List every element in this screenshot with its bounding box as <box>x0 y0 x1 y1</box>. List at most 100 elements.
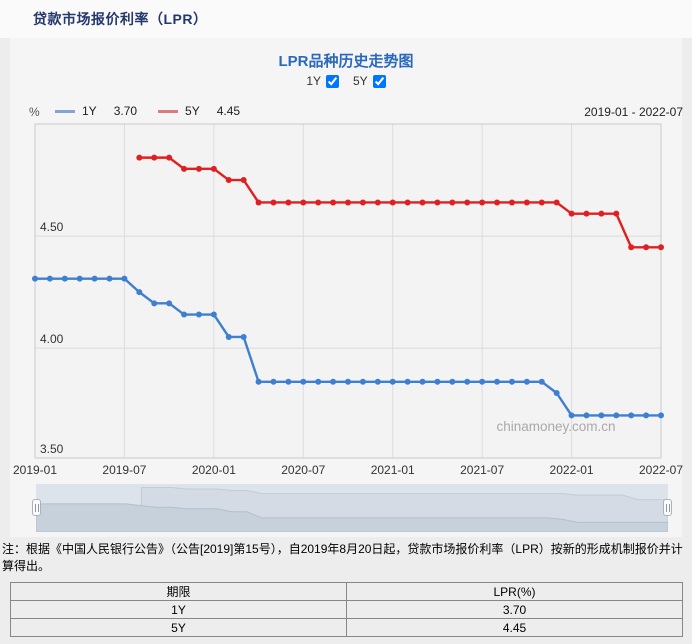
navigator-left-handle-icon[interactable] <box>32 499 41 516</box>
data-point-1Y[interactable] <box>240 333 247 340</box>
data-point-5Y[interactable] <box>151 154 158 161</box>
data-point-1Y[interactable] <box>285 378 292 385</box>
data-point-5Y[interactable] <box>643 244 650 251</box>
data-point-1Y[interactable] <box>255 378 262 385</box>
toggle-1y-label: 1Y <box>306 74 321 88</box>
data-point-1Y[interactable] <box>434 378 441 385</box>
data-point-5Y[interactable] <box>345 199 351 206</box>
data-point-5Y[interactable] <box>181 165 188 172</box>
data-point-5Y[interactable] <box>240 177 247 184</box>
data-point-1Y[interactable] <box>345 378 351 385</box>
data-point-5Y[interactable] <box>136 154 143 161</box>
data-point-1Y[interactable] <box>61 275 68 282</box>
data-point-5Y[interactable] <box>553 199 560 206</box>
svg-text:4.00: 4.00 <box>40 332 64 346</box>
data-point-5Y[interactable] <box>613 210 620 217</box>
data-point-5Y[interactable] <box>494 199 501 206</box>
data-point-1Y[interactable] <box>628 412 635 419</box>
data-point-5Y[interactable] <box>255 199 262 206</box>
svg-text:3.50: 3.50 <box>40 442 64 456</box>
data-point-1Y[interactable] <box>270 378 277 385</box>
data-point-1Y[interactable] <box>76 275 83 282</box>
legend-name-5y: 5Y <box>185 104 200 118</box>
svg-text:2020-07: 2020-07 <box>281 463 325 477</box>
data-point-5Y[interactable] <box>210 165 217 172</box>
data-point-1Y[interactable] <box>330 378 337 385</box>
data-point-5Y[interactable] <box>508 199 515 206</box>
data-point-1Y[interactable] <box>166 300 173 307</box>
data-point-1Y[interactable] <box>613 412 620 419</box>
data-point-1Y[interactable] <box>210 311 217 318</box>
data-point-1Y[interactable] <box>523 378 530 385</box>
data-point-5Y[interactable] <box>374 199 381 206</box>
data-point-5Y[interactable] <box>598 210 605 217</box>
data-point-1Y[interactable] <box>479 378 486 385</box>
toggle-5y[interactable]: 5Y <box>353 74 386 88</box>
data-point-5Y[interactable] <box>449 199 456 206</box>
data-point-5Y[interactable] <box>628 244 635 251</box>
data-point-1Y[interactable] <box>389 378 396 385</box>
data-point-5Y[interactable] <box>359 199 366 206</box>
data-point-1Y[interactable] <box>449 378 456 385</box>
navigator-right-handle-icon[interactable] <box>663 499 672 516</box>
data-point-1Y[interactable] <box>494 378 501 385</box>
data-point-1Y[interactable] <box>598 412 605 419</box>
range-navigator[interactable] <box>32 484 672 533</box>
legend-swatch-1y-icon <box>55 109 75 113</box>
data-point-5Y[interactable] <box>389 199 396 206</box>
data-point-1Y[interactable] <box>151 300 158 307</box>
data-point-1Y[interactable] <box>46 275 53 282</box>
data-point-1Y[interactable] <box>658 412 664 419</box>
data-point-1Y[interactable] <box>315 378 322 385</box>
data-point-5Y[interactable] <box>583 210 590 217</box>
data-point-1Y[interactable] <box>121 275 128 282</box>
data-point-5Y[interactable] <box>568 210 575 217</box>
data-point-5Y[interactable] <box>464 199 471 206</box>
data-point-1Y[interactable] <box>181 311 188 318</box>
data-point-5Y[interactable] <box>315 199 322 206</box>
table-row: 5Y 4.45 <box>10 618 683 637</box>
data-point-1Y[interactable] <box>583 412 590 419</box>
legend-value-5y: 4.45 <box>216 104 241 118</box>
table-header-lpr: LPR(%) <box>346 582 683 601</box>
svg-text:2019-01: 2019-01 <box>13 463 57 477</box>
data-point-5Y[interactable] <box>404 199 411 206</box>
data-point-1Y[interactable] <box>538 378 545 385</box>
data-point-5Y[interactable] <box>270 199 277 206</box>
data-point-5Y[interactable] <box>479 199 486 206</box>
data-point-1Y[interactable] <box>643 412 650 419</box>
data-point-1Y[interactable] <box>300 378 307 385</box>
data-point-5Y[interactable] <box>658 244 664 251</box>
data-point-1Y[interactable] <box>225 333 232 340</box>
data-point-1Y[interactable] <box>136 289 143 296</box>
data-point-1Y[interactable] <box>508 378 515 385</box>
data-point-5Y[interactable] <box>285 199 292 206</box>
data-point-1Y[interactable] <box>374 378 381 385</box>
data-point-5Y[interactable] <box>225 177 232 184</box>
data-point-5Y[interactable] <box>300 199 307 206</box>
data-point-1Y[interactable] <box>195 311 202 318</box>
data-point-5Y[interactable] <box>419 199 426 206</box>
data-point-5Y[interactable] <box>330 199 337 206</box>
navigator-silhouette <box>35 487 669 533</box>
lpr-table: 期限 LPR(%) 1Y 3.70 5Y 4.45 <box>10 582 683 637</box>
data-point-1Y[interactable] <box>359 378 366 385</box>
data-point-5Y[interactable] <box>166 154 173 161</box>
data-point-1Y[interactable] <box>553 389 560 396</box>
data-point-1Y[interactable] <box>419 378 426 385</box>
data-point-5Y[interactable] <box>195 165 202 172</box>
data-point-1Y[interactable] <box>106 275 113 282</box>
data-point-1Y[interactable] <box>404 378 411 385</box>
data-point-1Y[interactable] <box>568 412 575 419</box>
toggle-1y[interactable]: 1Y <box>306 74 339 88</box>
data-point-1Y[interactable] <box>464 378 471 385</box>
data-point-1Y[interactable] <box>91 275 98 282</box>
svg-text:2022-07: 2022-07 <box>639 463 683 477</box>
toggle-5y-checkbox[interactable] <box>372 74 386 88</box>
data-point-5Y[interactable] <box>434 199 441 206</box>
data-point-5Y[interactable] <box>523 199 530 206</box>
data-point-1Y[interactable] <box>32 275 38 282</box>
svg-text:2019-07: 2019-07 <box>102 463 146 477</box>
toggle-1y-checkbox[interactable] <box>326 74 339 88</box>
data-point-5Y[interactable] <box>538 199 545 206</box>
